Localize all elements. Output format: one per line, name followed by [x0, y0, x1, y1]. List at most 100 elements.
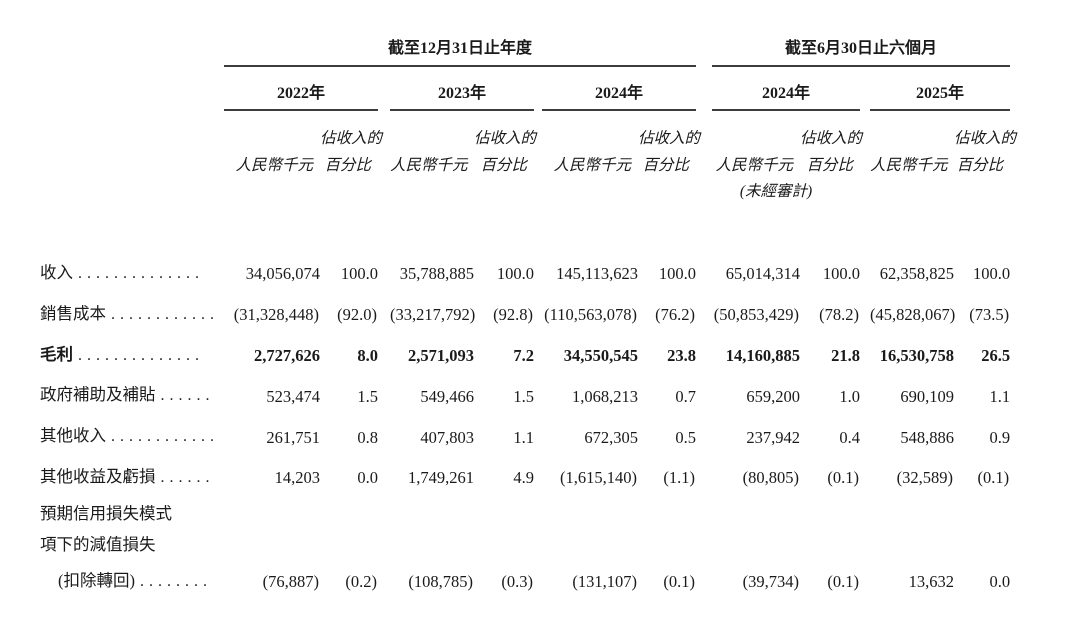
- cell-value: 13,632: [908, 572, 955, 592]
- cell-pct: 26.5: [981, 345, 1011, 365]
- year-header-2025-interim: 2025年: [870, 66, 1011, 111]
- row-label-cell: (扣除轉回)........: [40, 561, 224, 602]
- spacer: [40, 148, 224, 175]
- spacer: [696, 561, 712, 602]
- spacer: [542, 110, 638, 148]
- cell-pct: (0.2): [345, 572, 377, 592]
- spacer: [224, 498, 1010, 529]
- spacer: [534, 335, 542, 376]
- cell-pct: 100.0: [972, 264, 1011, 284]
- spacer: [378, 148, 390, 175]
- cell-pct: (1.1): [663, 468, 696, 488]
- cell-pct: (0.1): [977, 468, 1010, 488]
- spacer: [870, 110, 954, 148]
- cell-value: (110,563,078): [544, 305, 637, 325]
- dot-leader: ............: [111, 305, 219, 323]
- row-label: 收入: [40, 263, 73, 282]
- spacer: [696, 294, 712, 335]
- cell-pct: 1.0: [839, 386, 861, 406]
- cell-pct: (0.1): [827, 572, 860, 592]
- cell-value: (31,328,448): [233, 305, 319, 325]
- dot-leader: ............: [111, 428, 219, 446]
- cell-pct: 1.5: [513, 386, 534, 406]
- cell-value: 14,160,885: [725, 345, 801, 365]
- unit-header-row: 人民幣千元 百分比 人民幣千元 百分比 人民幣千元 百分比 人民幣千元 百分比 人民幣千…: [40, 148, 1010, 175]
- cell-pct: 0.0: [357, 468, 378, 488]
- cell-value: (45,828,067): [870, 305, 956, 325]
- section-header-annual: 截至12月31日止年度: [224, 26, 697, 67]
- cell-pct: 23.8: [667, 345, 697, 365]
- cell-pct: (92.0): [337, 305, 377, 325]
- row-label: 政府補助及補貼: [40, 385, 156, 405]
- pct-header: 佔收入的: [474, 130, 537, 147]
- cell-pct: 0.0: [989, 572, 1011, 592]
- spacer: [534, 375, 542, 416]
- year-header-2023: 2023年: [390, 66, 534, 111]
- cell-value: 62,358,825: [879, 264, 955, 284]
- cell-value: 523,474: [266, 386, 320, 406]
- cell-pct: 4.9: [513, 468, 534, 488]
- spacer: [40, 26, 224, 66]
- cell-pct: 1.5: [357, 386, 378, 406]
- section-header-row: 截至12月31日止年度 截至6月30日止六個月: [40, 26, 1011, 67]
- spacer: [860, 253, 870, 294]
- cell-pct: (0.3): [501, 572, 533, 592]
- spacer: [696, 26, 712, 66]
- cell-value: 672,305: [584, 427, 638, 447]
- row-label: 銷售成本: [40, 303, 106, 323]
- pct-header: 佔收入的: [638, 130, 701, 147]
- cell-value: 2,571,093: [408, 345, 474, 365]
- row-label: 其他收入: [40, 426, 106, 446]
- year-header-row: 2022年 2023年 2024年 2024年 2025年: [40, 66, 1011, 111]
- spacer: [390, 110, 474, 148]
- cell-value: (32,589): [896, 468, 954, 488]
- cell-pct: 0.9: [989, 427, 1011, 447]
- table-row-gross-profit: 毛利.............. 2,727,626 8.0 2,571,093 7…: [40, 335, 1010, 376]
- cell-value: 35,788,885: [399, 264, 474, 284]
- year-header-2024: 2024年: [542, 66, 697, 111]
- cell-value: (50,853,429): [713, 305, 800, 325]
- spacer: [860, 416, 870, 457]
- table-row-ecl-net-of-reversal: (扣除轉回)........ (76,887) (0.2) (108,785) (0…: [40, 561, 1010, 602]
- spacer: [378, 335, 390, 376]
- spacer: [534, 253, 542, 294]
- cell-value: (80,805): [742, 468, 800, 488]
- cell-value: 34,056,074: [245, 264, 320, 284]
- row-label-cell: 政府補助及補貼......: [40, 375, 224, 416]
- row-label: 項下的減值損失: [40, 535, 156, 555]
- row-label-cell: 預期信用損失模式: [40, 498, 224, 529]
- table-row-cost-of-sales: 銷售成本............ (31,328,448) (92.0) (33,…: [40, 294, 1010, 335]
- spacer: [696, 457, 712, 498]
- row-label-cell: 其他收入............: [40, 416, 224, 457]
- cell-value: 1,068,213: [572, 386, 638, 406]
- spacer: [860, 175, 1010, 201]
- row-label-cell: 收入..............: [40, 253, 224, 294]
- spacer: [696, 148, 712, 175]
- dot-leader: ..............: [78, 265, 204, 282]
- spacer: [696, 375, 712, 416]
- cell-value: 145,113,623: [556, 264, 638, 284]
- row-label-cell: 銷售成本............: [40, 294, 224, 335]
- spacer: [860, 335, 870, 376]
- cell-pct: 0.8: [357, 427, 378, 447]
- amount-unit-header: 人民幣千元: [870, 157, 948, 174]
- cell-value: 549,466: [420, 386, 474, 406]
- cell-value: 14,203: [274, 468, 320, 488]
- cell-pct: 7.2: [513, 345, 534, 365]
- cell-value: 659,200: [746, 386, 801, 406]
- pct-unit-header: 百分比: [956, 157, 1004, 174]
- cell-pct: (0.1): [827, 468, 860, 488]
- cell-pct: 100.0: [658, 264, 697, 284]
- pct-header-row: 佔收入的 佔收入的 佔收入的 佔收入的 佔收入的: [40, 110, 1016, 148]
- spacer: [40, 175, 712, 201]
- spacer: [860, 375, 870, 416]
- cell-pct: 100.0: [496, 264, 534, 284]
- cell-value: 65,014,314: [725, 264, 801, 284]
- cell-pct: 0.4: [839, 427, 861, 447]
- row-label: (扣除轉回): [58, 570, 135, 590]
- unaudited-note-row: (未經審計): [40, 175, 1010, 201]
- spacer: [378, 416, 390, 457]
- cell-value: 261,751: [266, 427, 320, 447]
- cell-pct: 100.0: [822, 264, 861, 284]
- year-header-2024-interim: 2024年: [712, 66, 861, 111]
